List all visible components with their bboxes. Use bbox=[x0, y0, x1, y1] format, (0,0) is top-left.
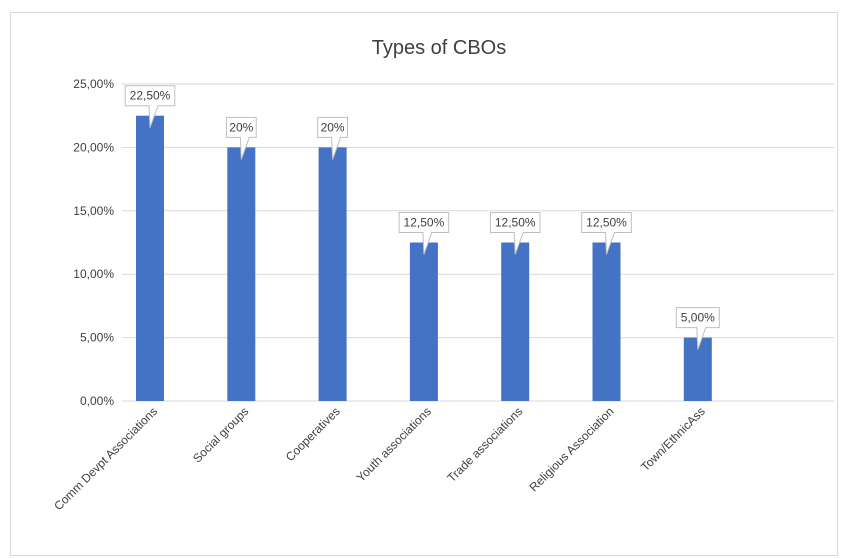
data-label: 20% bbox=[229, 120, 253, 134]
data-label-box bbox=[675, 307, 720, 350]
bars bbox=[136, 115, 712, 401]
bar bbox=[318, 147, 347, 401]
data-label: 5,00% bbox=[681, 311, 715, 325]
x-axis-categories: Comm Devpt Associations Social groups Coop… bbox=[51, 404, 708, 513]
data-label-callout: 5,00% bbox=[675, 307, 720, 350]
bar bbox=[227, 147, 256, 401]
data-label-callout: 12,50% bbox=[581, 212, 632, 255]
data-label-callout: 22,50% bbox=[124, 85, 176, 128]
x-category-label: Comm Devpt Associations bbox=[51, 404, 160, 513]
y-tick-label: 20,00% bbox=[73, 140, 114, 154]
x-category-label: Social groups bbox=[190, 404, 251, 465]
data-label-callout: 12,50% bbox=[489, 212, 541, 255]
y-tick-label: 0,00% bbox=[80, 394, 114, 408]
data-label-box bbox=[124, 85, 176, 128]
data-labels: 22,50% 20% 20% 12,50% 12,50% 12,50% 5,00% bbox=[124, 85, 720, 350]
chart-title: Types of CBOs bbox=[372, 37, 507, 59]
data-label-box bbox=[489, 212, 541, 255]
bar bbox=[501, 242, 530, 401]
data-label-callout: 20% bbox=[317, 116, 348, 160]
y-tick-label: 25,00% bbox=[73, 77, 114, 91]
y-tick-label: 5,00% bbox=[80, 331, 114, 345]
y-tick-label: 10,00% bbox=[73, 267, 114, 281]
data-label: 22,50% bbox=[130, 89, 171, 103]
bar bbox=[592, 242, 621, 401]
x-category-label: Cooperatives bbox=[283, 404, 343, 464]
x-category-label: Youth associations bbox=[354, 404, 434, 484]
data-label-box bbox=[225, 116, 257, 160]
data-label: 12,50% bbox=[586, 216, 627, 230]
y-axis-ticks: 0,00% 5,00% 10,00% 15,00% 20,00% 25,00% bbox=[73, 77, 114, 408]
x-category-label: Religious Association bbox=[527, 404, 617, 494]
data-label-box bbox=[398, 212, 450, 255]
data-label-callout: 12,50% bbox=[398, 212, 450, 255]
y-tick-label: 15,00% bbox=[73, 204, 114, 218]
data-label: 12,50% bbox=[495, 216, 536, 230]
bar bbox=[136, 115, 164, 401]
bar bbox=[409, 242, 438, 401]
data-label: 20% bbox=[321, 120, 345, 134]
data-label: 12,50% bbox=[404, 216, 445, 230]
x-category-label: Trade associations bbox=[445, 404, 526, 485]
data-label-box bbox=[317, 116, 348, 160]
x-category-label: Town/EthnicAss bbox=[638, 404, 708, 474]
data-label-box bbox=[581, 212, 632, 255]
data-label-callout: 20% bbox=[225, 116, 257, 160]
